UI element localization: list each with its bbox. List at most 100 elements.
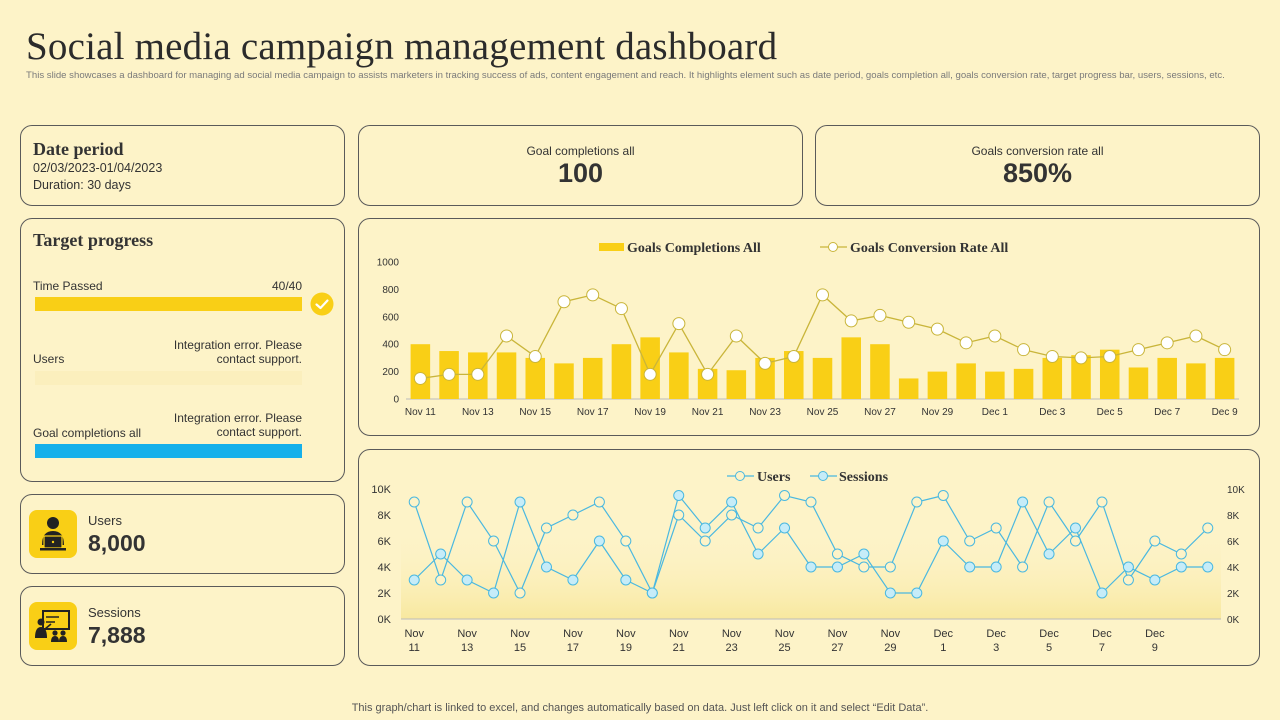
- bar-goals-completions: [1214, 357, 1235, 399]
- point-sessions: [752, 548, 764, 560]
- y-tick-label-right: 10K: [1227, 485, 1245, 496]
- point-conversion-rate: [672, 317, 686, 331]
- point-sessions: [884, 587, 896, 599]
- x-tick-label: Nov 17: [577, 407, 609, 418]
- point-users: [408, 496, 420, 508]
- legend-marker-sessions: [818, 471, 828, 481]
- bar-goals-completions: [755, 357, 775, 399]
- plot-area-fill: [401, 528, 1221, 619]
- bar-goals-completions: [956, 363, 976, 399]
- date-period-heading: Date period: [33, 139, 124, 159]
- x-tick-label-day: 29: [884, 642, 896, 654]
- x-tick-label-day: 23: [726, 642, 738, 654]
- x-tick-label-day: 17: [567, 642, 579, 654]
- sessions-label: Sessions: [88, 605, 141, 620]
- legend-label-sessions: Sessions: [839, 470, 889, 485]
- point-users: [990, 522, 1002, 534]
- bar-goals-completions: [525, 357, 546, 399]
- x-tick-label-month: Nov: [669, 628, 689, 640]
- user-icon: [29, 510, 77, 558]
- point-sessions: [620, 574, 632, 586]
- y-tick-label-left: 0K: [378, 614, 392, 626]
- users-value: 8,000: [88, 530, 146, 556]
- y-tick-label-left: 2K: [378, 588, 392, 600]
- x-tick-label: Nov 21: [692, 407, 724, 418]
- bar-goals-completions: [898, 378, 919, 399]
- point-users: [514, 587, 526, 599]
- date-period-card: Date period 02/03/2023-01/04/2023 Durati…: [20, 125, 345, 206]
- users-sessions-chart-card: 0K 0K 2K 2K 4K 4K 6K 6K 8K 8K 10K 10K Nov 11 Nov 13 Nov 1…: [358, 449, 1260, 666]
- point-users: [779, 490, 791, 501]
- x-tick-label: Dec 9: [1212, 407, 1239, 418]
- y-tick-label: 400: [382, 340, 399, 351]
- y-tick-label-right: 6K: [1227, 537, 1240, 548]
- users-error-message: Integration error. Please contact suppor…: [173, 338, 302, 366]
- bar-goals-completions: [870, 344, 890, 399]
- point-sessions: [1043, 548, 1055, 560]
- y-tick-label-right: 8K: [1227, 511, 1240, 522]
- point-conversion-rate: [844, 314, 858, 328]
- x-tick-label: Nov 15: [519, 407, 551, 418]
- bar-goals-completions: [1157, 357, 1177, 399]
- x-tick-label: Dec 5: [1097, 407, 1124, 418]
- time-passed-label: Time Passed: [33, 279, 103, 293]
- point-conversion-rate: [902, 315, 916, 329]
- x-tick-label-day: 9: [1152, 642, 1158, 654]
- x-tick-label: Dec 3: [1039, 407, 1066, 418]
- point-sessions: [593, 535, 605, 547]
- point-sessions: [1122, 561, 1134, 573]
- legend-swatch-goals-completions: [599, 243, 624, 251]
- conversion-rate-card: Goals conversion rate all 850%: [815, 125, 1260, 206]
- point-users: [1149, 535, 1161, 547]
- users-card: Users 8,000: [20, 494, 345, 574]
- point-users: [1202, 522, 1214, 534]
- point-conversion-rate: [701, 367, 715, 381]
- x-tick-label: Nov 11: [405, 407, 436, 418]
- bar-goals-completions: [726, 370, 747, 399]
- x-tick-label-day: 7: [1099, 642, 1105, 654]
- x-tick-label: Dec 1: [982, 407, 1009, 418]
- point-users: [567, 509, 579, 521]
- users-progress-label: Users: [33, 352, 65, 366]
- y-tick-label-right: 0K: [1227, 615, 1240, 626]
- x-tick-label-month: Nov: [775, 628, 795, 640]
- legend-label-users: Users: [757, 470, 791, 485]
- footer-note: This graph/chart is linked to excel, and…: [351, 702, 929, 714]
- x-tick-label-month: Nov: [563, 628, 583, 640]
- point-sessions: [964, 561, 976, 573]
- x-tick-label-month: Dec: [986, 628, 1006, 640]
- x-tick-label: Nov 23: [749, 407, 781, 418]
- page-subtitle: This slide showcases a dashboard for man…: [26, 70, 1225, 81]
- x-tick-label-month: Nov: [404, 628, 424, 640]
- point-conversion-rate: [471, 367, 485, 381]
- page-title: Social media campaign management dashboa…: [26, 25, 778, 68]
- point-users: [1175, 548, 1187, 560]
- point-sessions: [408, 574, 420, 586]
- bar-goals-completions: [554, 363, 574, 399]
- bar-goals-completions: [1013, 368, 1034, 399]
- goal-completions-label: Goal completions all: [526, 144, 635, 158]
- point-conversion-rate: [787, 350, 801, 364]
- x-tick-label-day: 15: [514, 642, 526, 654]
- y-tick-label-left: 6K: [378, 536, 392, 548]
- point-users: [911, 496, 923, 508]
- point-conversion-rate: [500, 329, 514, 343]
- bar-goals-completions: [410, 344, 431, 399]
- point-sessions: [911, 587, 923, 599]
- x-tick-label: Nov 25: [807, 407, 839, 418]
- y-tick-label: 200: [382, 367, 399, 378]
- goal-completions-bar-fill: [35, 444, 302, 458]
- goal-completions-progress-label: Goal completions all: [33, 426, 142, 440]
- point-sessions: [779, 522, 791, 534]
- point-sessions: [831, 561, 843, 573]
- bar-goals-completions: [985, 371, 1005, 399]
- x-tick-label-month: Dec: [1092, 628, 1112, 640]
- bar-goals-completions: [611, 344, 632, 399]
- goal-completions-card: Goal completions all 100: [358, 125, 803, 206]
- point-users: [435, 574, 447, 586]
- bar-goals-completions: [927, 371, 948, 399]
- point-users: [937, 490, 949, 501]
- point-users: [858, 561, 870, 573]
- x-tick-label-month: Nov: [510, 628, 530, 640]
